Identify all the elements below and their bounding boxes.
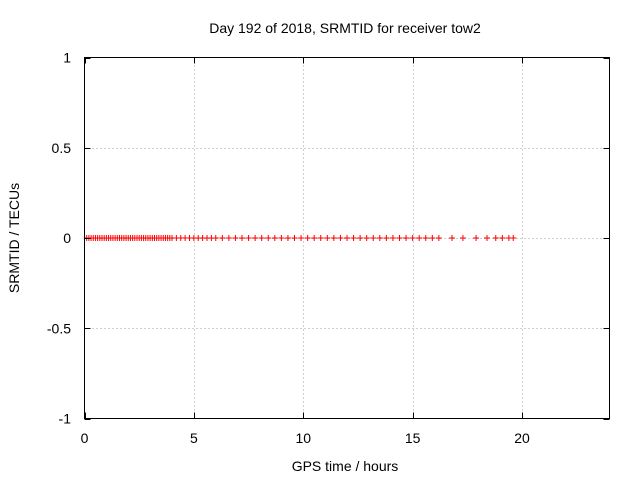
- y-tick-label: 1: [63, 50, 71, 66]
- data-point: [435, 235, 442, 241]
- data-point: [396, 235, 403, 241]
- data-point: [403, 235, 410, 241]
- data-point: [383, 235, 390, 241]
- x-tick-label: 20: [514, 430, 530, 446]
- data-point: [304, 235, 311, 241]
- data-point: [298, 235, 305, 241]
- data-point: [429, 235, 436, 241]
- data-point: [389, 235, 396, 241]
- axis-ticks: [84, 57, 610, 420]
- data-point: [409, 235, 416, 241]
- data-point: [357, 235, 364, 241]
- chart-title: Day 192 of 2018, SRMTID for receiver tow…: [209, 20, 481, 36]
- data-point: [239, 235, 245, 241]
- y-axis-label: SRMTID / TECUs: [6, 183, 22, 293]
- data-point: [376, 235, 383, 241]
- data-point: [311, 235, 318, 241]
- data-point: [416, 235, 423, 241]
- data-point: [484, 235, 490, 241]
- data-point: [499, 235, 506, 241]
- y-tick-label: -0.5: [47, 320, 71, 336]
- data-point: [473, 235, 480, 241]
- data-point: [363, 235, 370, 241]
- y-tick-label: 0: [63, 230, 71, 246]
- y-tick-label: 0.5: [52, 140, 72, 156]
- y-tick-labels: 1 0.5 0 -0.5 -1: [47, 50, 71, 427]
- data-point: [350, 235, 357, 241]
- data-point: [422, 235, 429, 241]
- data-point: [232, 235, 239, 241]
- data-point: [284, 235, 291, 241]
- data-point: [212, 235, 219, 241]
- y-tick-label: -1: [59, 411, 72, 427]
- x-tick-label: 15: [405, 430, 421, 446]
- data-point: [344, 235, 350, 241]
- data-point: [245, 235, 252, 241]
- data-point: [370, 235, 377, 241]
- data-point: [337, 235, 344, 241]
- data-point: [258, 235, 265, 241]
- data-point: [219, 235, 226, 241]
- data-point: [225, 235, 232, 241]
- data-points: [83, 235, 517, 241]
- x-tick-label: 0: [81, 430, 89, 446]
- data-point: [324, 235, 331, 241]
- data-point: [271, 235, 278, 241]
- data-point: [510, 235, 517, 241]
- data-point: [459, 235, 466, 241]
- data-point: [252, 235, 259, 241]
- data-point: [330, 235, 337, 241]
- x-axis-label: GPS time / hours: [292, 458, 399, 474]
- x-tick-labels: 0 5 10 15 20: [81, 430, 530, 446]
- data-point: [492, 235, 499, 241]
- data-point: [317, 235, 324, 241]
- x-tick-label: 10: [295, 430, 311, 446]
- data-point: [278, 235, 285, 241]
- x-tick-label: 5: [190, 430, 198, 446]
- data-point: [449, 235, 455, 241]
- data-point: [291, 235, 298, 241]
- data-point: [265, 235, 272, 241]
